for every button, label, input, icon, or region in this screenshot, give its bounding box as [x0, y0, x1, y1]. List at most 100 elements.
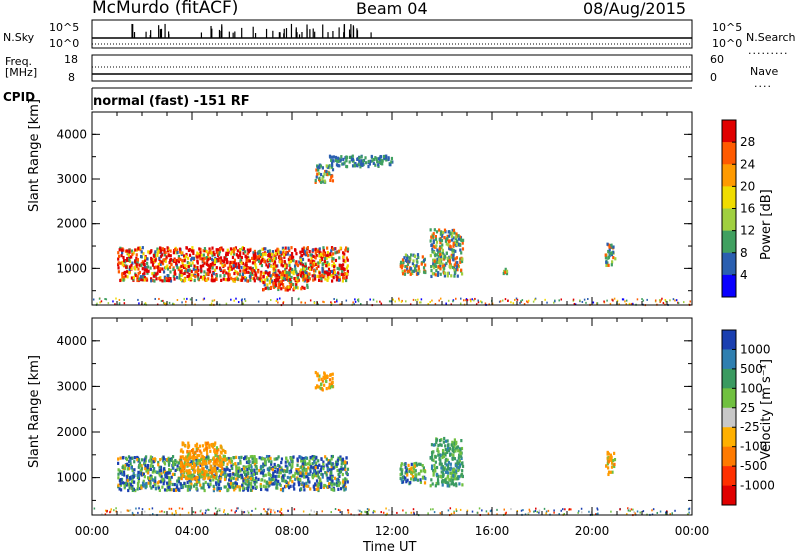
- velocity-data-cell: [408, 467, 411, 471]
- velocity-data-cell: [190, 449, 194, 453]
- power-data-cell: [442, 230, 445, 235]
- velocity-data-cell: [229, 460, 232, 465]
- velocity-noise-cell: [115, 507, 117, 510]
- velocity-noise-cell: [628, 507, 630, 510]
- velocity-data-cell: [331, 488, 335, 492]
- velocity-data-cell: [336, 480, 340, 484]
- velocity-data-cell: [459, 452, 462, 456]
- power-data-cell: [306, 278, 309, 283]
- velocity-data-cell: [123, 484, 126, 488]
- power-data-cell: [452, 248, 455, 253]
- velocity-data-cell: [254, 464, 257, 468]
- velocity-data-cell: [244, 482, 247, 486]
- velocity-noise-cell: [545, 510, 548, 513]
- power-data-cell: [186, 274, 189, 279]
- velocity-data-cell: [229, 481, 232, 485]
- power-data-cell: [247, 250, 251, 254]
- velocity-data-cell: [418, 472, 421, 476]
- power-data-cell: [449, 255, 452, 259]
- power-data-cell: [309, 263, 313, 268]
- velocity-data-cell: [410, 462, 413, 466]
- velocity-data-cell: [447, 481, 450, 485]
- velocity-data-cell: [117, 461, 120, 465]
- power-data-cell: [306, 253, 310, 258]
- velocity-data-cell: [255, 476, 258, 480]
- velocity-data-cell: [273, 462, 276, 467]
- power-data-cell: [281, 272, 284, 276]
- power-data-cell: [130, 266, 133, 271]
- velocity-data-cell: [609, 453, 612, 457]
- velocity-data-cell: [174, 458, 177, 463]
- velocity-data-cell: [149, 458, 152, 462]
- velocity-data-cell: [187, 456, 190, 460]
- power-data-cell: [343, 161, 346, 165]
- velocity-data-cell: [177, 476, 180, 481]
- velocity-colorbar-tick-label: 25: [740, 401, 755, 415]
- velocity-data-cell: [159, 469, 162, 473]
- power-data-cell: [450, 253, 453, 257]
- power-data-cell: [315, 175, 318, 179]
- velocity-noise-cell: [490, 509, 493, 512]
- velocity-data-cell: [277, 463, 280, 468]
- velocity-data-cell: [222, 448, 225, 453]
- power-data-cell: [145, 266, 148, 270]
- velocity-data-cell: [440, 466, 443, 470]
- velocity-data-cell: [410, 467, 413, 471]
- power-noise-cell: [499, 300, 502, 303]
- power-noise-cell: [164, 302, 167, 305]
- power-data-cell: [458, 235, 462, 239]
- power-data-cell: [132, 251, 135, 255]
- velocity-noise-cell: [104, 509, 107, 512]
- power-noise-cell: [144, 302, 147, 305]
- velocity-data-cell: [136, 484, 140, 488]
- power-data-cell: [429, 254, 432, 258]
- velocity-data-cell: [202, 472, 205, 476]
- velocity-data-cell: [440, 438, 443, 442]
- power-data-cell: [452, 241, 455, 246]
- velocity-data-cell: [311, 454, 314, 459]
- velocity-data-cell: [191, 477, 194, 481]
- velocity-data-cell: [452, 453, 455, 457]
- velocity-data-cell: [311, 466, 314, 470]
- velocity-noise-cell: [104, 513, 107, 516]
- power-data-cell: [185, 267, 188, 272]
- velocity-data-cell: [179, 458, 182, 462]
- power-data-cell: [240, 265, 243, 270]
- velocity-data-cell: [314, 466, 317, 470]
- power-data-cell: [286, 288, 289, 292]
- velocity-data-cell: [413, 462, 416, 466]
- power-data-cell: [293, 264, 297, 268]
- velocity-noise-cell: [236, 507, 238, 510]
- velocity-noise-cell: [274, 511, 276, 514]
- power-data-cell: [414, 264, 417, 269]
- velocity-data-cell: [207, 461, 210, 465]
- power-data-cell: [251, 256, 254, 261]
- velocity-data-cell: [331, 372, 334, 376]
- velocity-noise-cell: [251, 509, 253, 512]
- power-noise-cell: [235, 297, 237, 300]
- power-data-cell: [604, 253, 607, 257]
- power-data-cell: [329, 269, 332, 274]
- x-axis-label: Time UT: [363, 540, 417, 555]
- velocity-noise-cell: [205, 509, 207, 512]
- power-data-cell: [161, 247, 164, 251]
- velocity-data-cell: [437, 480, 440, 484]
- power-data-cell: [454, 240, 457, 244]
- velocity-data-cell: [247, 475, 250, 480]
- power-data-cell: [122, 259, 126, 263]
- velocity-data-cell: [274, 481, 277, 485]
- velocity-data-cell: [320, 457, 323, 461]
- power-noise-cell: [369, 298, 371, 301]
- x-tick-label: 04:00: [175, 524, 210, 538]
- power-data-cell: [272, 281, 275, 286]
- power-data-cell: [436, 253, 439, 257]
- power-data-cell: [277, 251, 280, 255]
- velocity-data-cell: [186, 459, 189, 463]
- power-data-cell: [200, 269, 203, 273]
- velocity-noise-cell: [374, 510, 376, 513]
- velocity-data-cell: [269, 456, 272, 461]
- power-data-cell: [288, 256, 291, 260]
- power-data-cell: [281, 264, 284, 268]
- power-data-cell: [301, 257, 305, 262]
- power-data-cell: [325, 264, 328, 268]
